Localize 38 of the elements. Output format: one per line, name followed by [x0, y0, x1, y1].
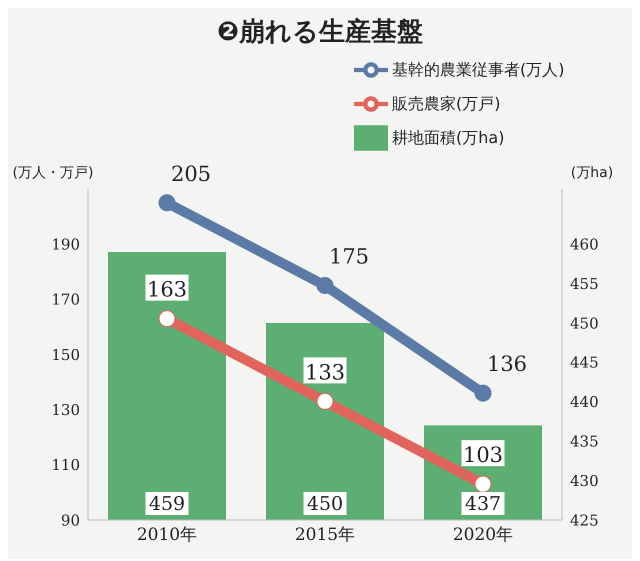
y2-axis-title: (万ha) [570, 165, 614, 181]
y2-tick-label: 435 [570, 432, 599, 451]
y2-tick-label: 440 [570, 393, 599, 412]
point [316, 392, 334, 410]
point [474, 476, 492, 493]
y-tick-label: 110 [51, 456, 80, 474]
y-tick-label: 90 [60, 511, 80, 530]
y2-tick-label: 450 [570, 314, 599, 332]
legend-label: 耕地面積(万ha) [392, 127, 506, 149]
y-tick-label: 190 [51, 235, 80, 254]
chart-title: ❷崩れる生産基盤 [216, 16, 424, 49]
legend-label: 販売農家(万戸) [392, 93, 502, 115]
data-label: 103 [462, 443, 504, 468]
x-tick-label: 2010年 [136, 525, 198, 546]
point [316, 277, 334, 294]
y-tick-label: 150 [51, 346, 80, 364]
y-tick-label: 170 [51, 290, 80, 309]
data-label: 450 [306, 493, 344, 515]
y2-tick-label: 425 [570, 511, 599, 530]
y2-tick-label: 455 [570, 274, 599, 293]
data-label: 133 [304, 360, 346, 384]
data-label: 136 [486, 352, 528, 376]
x-tick-label: 2020年 [452, 525, 514, 546]
legend-label: 基幹的農業従事者(万人) [392, 59, 566, 81]
x-tick-label: 2015年 [294, 525, 356, 546]
point [158, 310, 176, 328]
y-tick-label: 130 [51, 400, 80, 419]
point [158, 194, 176, 212]
y-axis-title: (万人・万戸) [12, 165, 94, 181]
point [474, 384, 492, 402]
y2-tick-label: 445 [570, 354, 599, 372]
y2-tick-label: 460 [570, 235, 599, 254]
data-label: 459 [148, 493, 186, 515]
data-label: 205 [170, 162, 212, 186]
data-label: 175 [328, 244, 370, 269]
data-label: 163 [146, 278, 188, 302]
data-label: 437 [464, 493, 502, 515]
y2-tick-label: 430 [570, 472, 599, 490]
